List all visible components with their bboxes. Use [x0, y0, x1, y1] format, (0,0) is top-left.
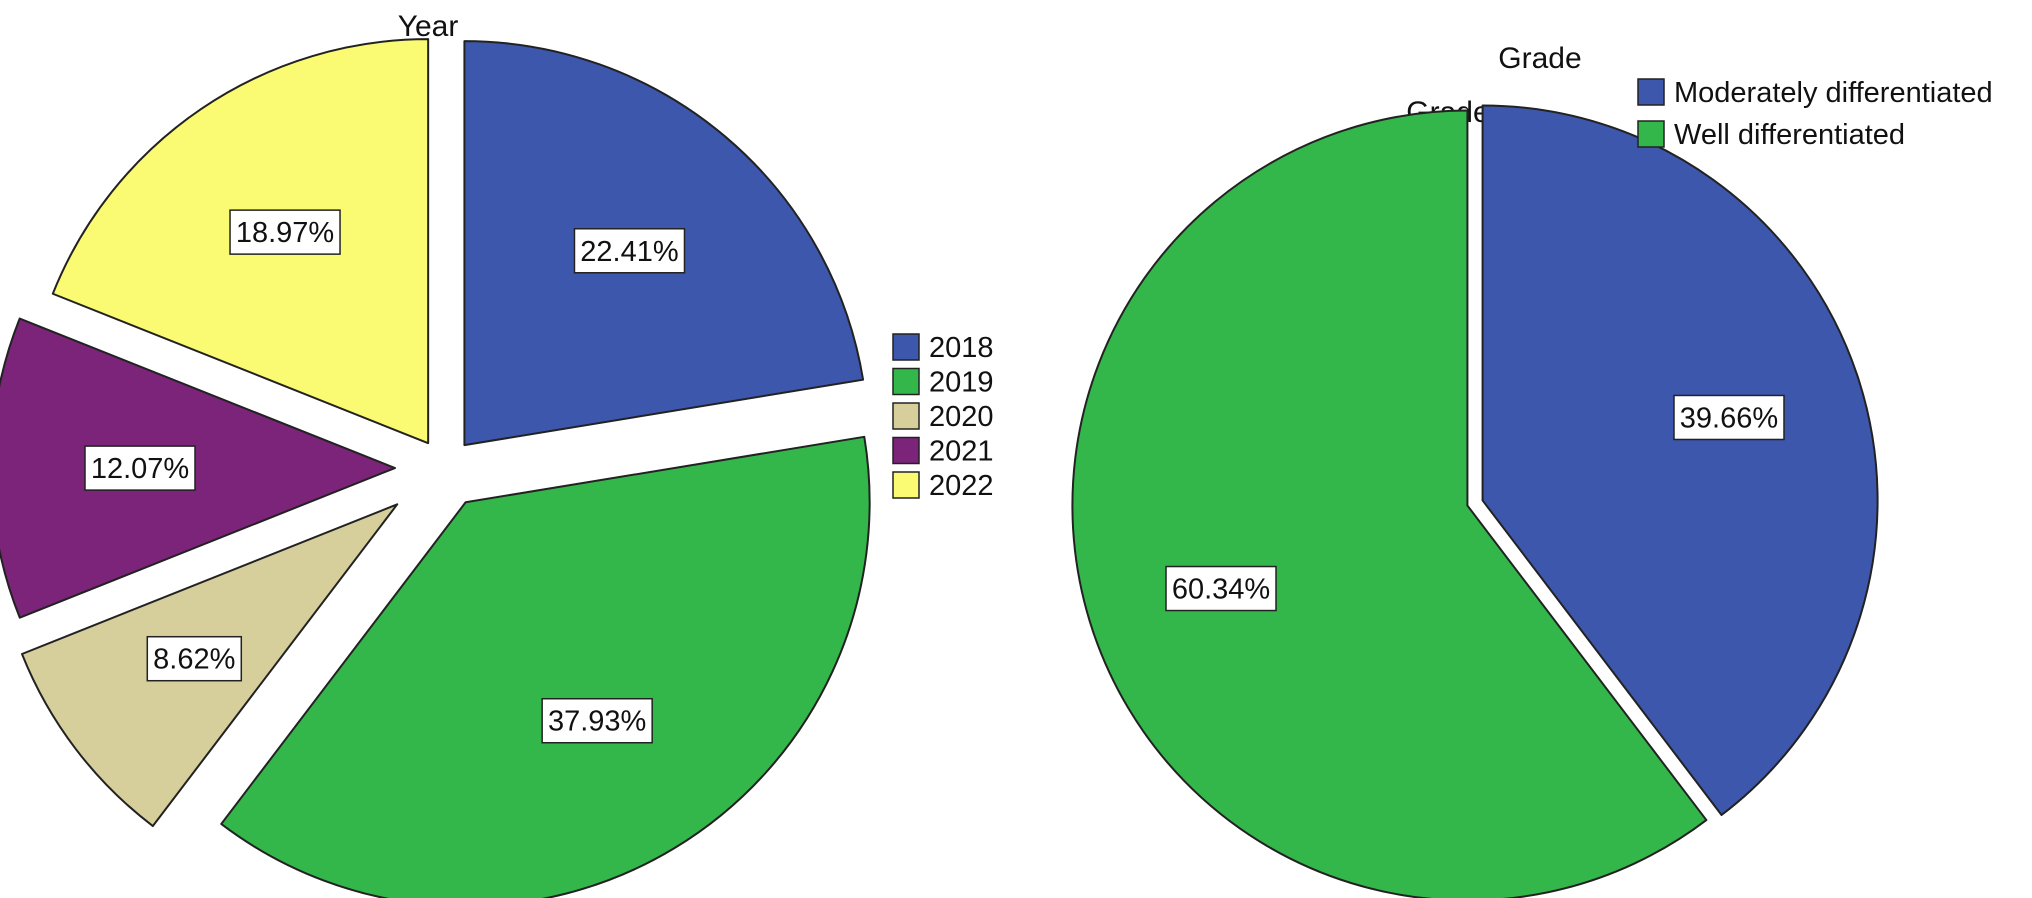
- grade-slice-moderately-differentiated: [1481, 104, 1879, 816]
- grade-legend: Moderately differentiated Well differenti…: [1637, 77, 1993, 151]
- year-data-label-2021: 12.07%: [84, 445, 196, 491]
- grade-legend-item-well-differentiated: Well differentiated: [1637, 119, 1905, 151]
- grade-pie-chart: Grade Grade 39.66%60.34% Moderately diff…: [1071, 42, 1993, 898]
- grade-data-label-text: 60.34%: [1172, 574, 1270, 606]
- grade-legend-swatch: [1637, 78, 1665, 106]
- year-slice-2021: [0, 317, 396, 619]
- year-legend-label: 2018: [929, 332, 994, 364]
- year-legend-swatch: [892, 333, 920, 361]
- year-data-label-2019: 37.93%: [541, 697, 653, 744]
- grade-data-label-box: [1165, 565, 1277, 612]
- year-data-label-2022: 18.97%: [229, 209, 341, 255]
- year-data-label-box: [573, 228, 686, 274]
- year-legend-label: 2019: [929, 367, 994, 399]
- year-legend-swatch: [892, 402, 920, 430]
- year-legend-item-2020: 2020: [892, 401, 994, 433]
- year-legend-item-2022: 2022: [892, 470, 994, 502]
- year-legend-item-2018: 2018: [892, 332, 994, 364]
- year-legend-swatch: [892, 367, 920, 396]
- year-legend-label: 2020: [929, 401, 994, 433]
- grade-legend-title: Grade: [1498, 42, 1581, 75]
- grade-slice-well-differentiated: [1071, 109, 1708, 898]
- year-data-label-text: 22.41%: [580, 236, 678, 268]
- year-data-label-2018: 22.41%: [573, 228, 686, 274]
- grade-data-label-text: 39.66%: [1680, 402, 1778, 434]
- year-legend-label: 2022: [929, 470, 994, 502]
- grade-data-label-box: [1673, 394, 1785, 441]
- grade-data-label-well-differentiated: 60.34%: [1165, 565, 1277, 612]
- year-legend-item-2021: 2021: [892, 436, 994, 468]
- grade-legend-swatch: [1637, 120, 1665, 148]
- year-data-label-box: [146, 635, 243, 682]
- year-data-label-box: [84, 445, 196, 491]
- year-data-label-box: [229, 209, 341, 255]
- year-slice-labels: 22.41% 37.93% 8.62% 12.07% 18.97%: [84, 209, 686, 744]
- year-data-label-text: 12.07%: [91, 453, 189, 485]
- grade-legend-item-moderately-differentiated: Moderately differentiated: [1637, 77, 1993, 109]
- year-legend-item-2019: 2019: [892, 367, 994, 399]
- year-chart-title: Year: [398, 10, 459, 43]
- grade-slice-labels: 39.66% 60.34%: [1165, 394, 1785, 612]
- year-legend-swatch: [892, 436, 920, 465]
- grade-legend-label: Moderately differentiated: [1674, 77, 1993, 109]
- year-pie-chart: Year 22.41%37.93%8.62%12.07%18.97% 20182…: [0, 10, 994, 898]
- year-slice-2019: [220, 435, 871, 898]
- grade-data-label-moderately-differentiated: 39.66%: [1673, 394, 1785, 441]
- year-data-label-text: 18.97%: [236, 217, 334, 249]
- year-data-label-2020: 8.62%: [146, 635, 243, 682]
- year-legend-label: 2021: [929, 436, 994, 468]
- grade-pie-slices: [1071, 104, 1879, 898]
- grade-legend-label: Well differentiated: [1674, 119, 1905, 151]
- year-data-label-box: [541, 697, 653, 744]
- year-legend-swatch: [892, 471, 920, 499]
- year-data-label-text: 37.93%: [548, 706, 646, 738]
- year-data-label-text: 8.62%: [153, 644, 235, 676]
